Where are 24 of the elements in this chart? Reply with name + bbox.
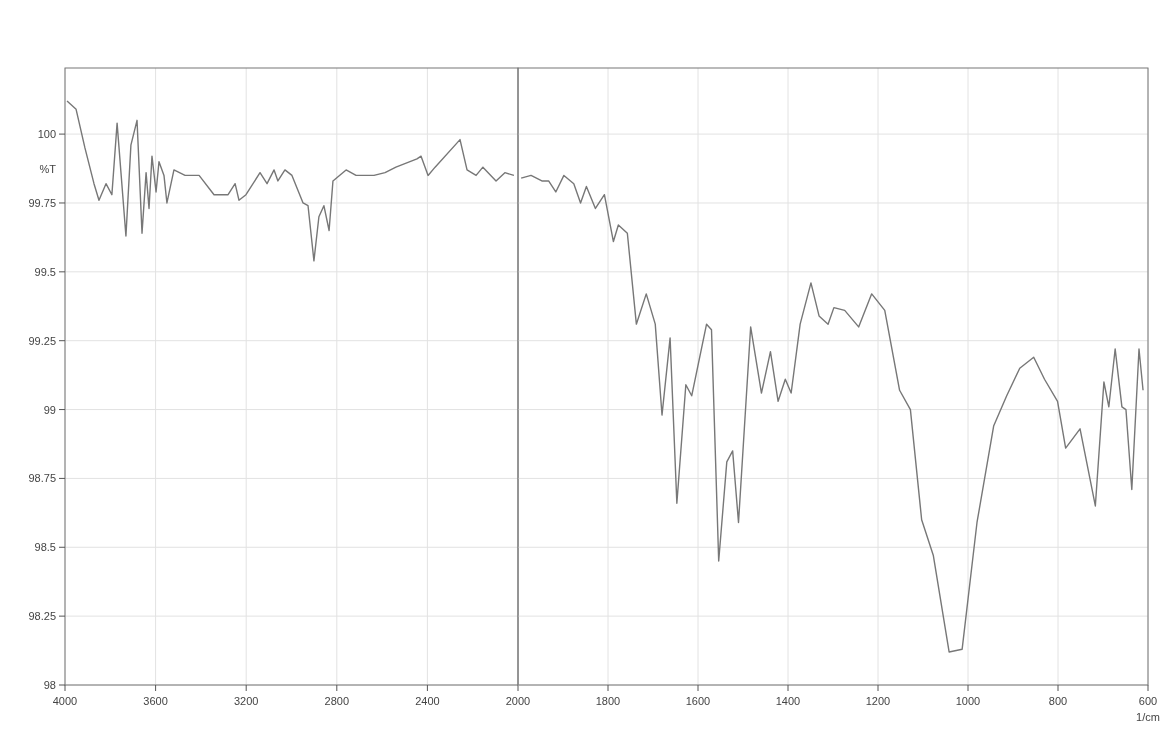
x-tick-label: 3200 xyxy=(233,695,259,707)
y-axis-title: %T xyxy=(39,162,57,175)
y-tick-label: 98.25 xyxy=(28,610,56,623)
x-tick-label: 2800 xyxy=(324,695,350,707)
x-tick-label: 2000 xyxy=(505,695,531,707)
x-tick-label: 800 xyxy=(1048,695,1068,707)
x-tick-label: 600 xyxy=(1138,695,1158,707)
y-tick-label: 98 xyxy=(43,679,56,691)
x-tick-label: 3600 xyxy=(143,695,168,707)
y-tick-label: 99.75 xyxy=(28,196,56,209)
x-tick-label: 1000 xyxy=(955,695,981,707)
x-tick-label: 4000 xyxy=(52,695,78,707)
x-tick-label: 1600 xyxy=(685,695,711,707)
y-tick-label: 99 xyxy=(43,403,56,416)
x-tick-label: 1200 xyxy=(865,695,891,707)
y-tick-label: 98.75 xyxy=(28,472,56,485)
y-tick-label: 99.5 xyxy=(34,265,56,278)
y-tick-label: 99.25 xyxy=(28,334,56,347)
y-tick-label: 100 xyxy=(37,128,56,141)
x-tick-label: 2400 xyxy=(415,695,440,707)
x-tick-label: 1400 xyxy=(775,695,801,707)
x-axis-title: 1/cm xyxy=(1136,711,1160,723)
x-tick-label: 1800 xyxy=(595,695,621,707)
y-tick-label: 98.5 xyxy=(34,541,56,554)
